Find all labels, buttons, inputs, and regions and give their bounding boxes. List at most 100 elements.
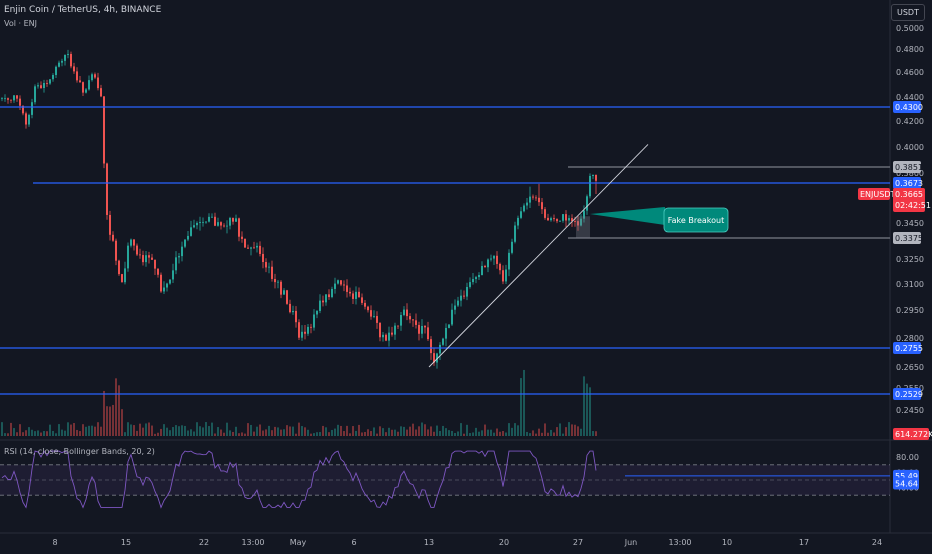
volume-bar: [424, 424, 426, 436]
currency-button[interactable]: USDT: [891, 4, 925, 21]
volume-bar: [256, 426, 258, 436]
volume-bar: [331, 429, 333, 436]
volume-bar: [145, 423, 147, 436]
volume-bar: [478, 431, 480, 436]
candle-body: [127, 245, 129, 269]
volume-bar: [151, 425, 153, 436]
time-tick-label: 13: [424, 538, 434, 547]
volume-bar: [547, 432, 549, 436]
volume-bar: [262, 430, 264, 436]
rsi-band-tag: 54.64: [895, 479, 918, 488]
price-tick-label: 0.3800: [896, 169, 924, 178]
volume-bar: [508, 423, 510, 436]
candle-body: [160, 274, 162, 292]
candle-body: [175, 257, 177, 271]
candle-body: [256, 245, 258, 248]
candle-body: [13, 95, 15, 101]
volume-bar: [244, 433, 246, 436]
volume-bar: [583, 376, 585, 436]
candle-body: [235, 218, 237, 222]
candle-body: [118, 260, 120, 275]
volume-bar: [361, 432, 363, 436]
candle-body: [547, 217, 549, 221]
time-tick-label: 6: [351, 538, 356, 547]
candle-body: [145, 255, 147, 263]
volume-bar: [157, 432, 159, 436]
volume-bar: [316, 432, 318, 436]
candle-body: [487, 259, 489, 268]
candle-body: [412, 319, 414, 321]
volume-bar: [172, 427, 174, 436]
volume-bar: [589, 387, 591, 436]
candle-body: [154, 259, 156, 269]
price-tick-label: 0.2950: [896, 306, 924, 315]
price-tick-label: 0.2450: [896, 406, 924, 415]
candle-body: [94, 74, 96, 78]
candle-body: [22, 105, 24, 114]
volume-bar: [490, 429, 492, 436]
candle-body: [355, 291, 357, 299]
volume-bar: [304, 427, 306, 436]
candle-body: [496, 255, 498, 264]
volume-bar: [1, 422, 3, 436]
candle-body: [49, 79, 51, 84]
candle-body: [343, 284, 345, 286]
volume-bar: [523, 369, 525, 436]
candle-body: [418, 324, 420, 334]
candle-body: [157, 268, 159, 275]
candle-body: [262, 253, 264, 263]
volume-bar: [184, 425, 186, 436]
volume-bar: [520, 378, 522, 436]
candle-body: [214, 216, 216, 226]
candle-body: [181, 246, 183, 257]
volume-bar: [505, 432, 507, 436]
volume-bar: [58, 424, 60, 436]
volume-bar: [298, 422, 300, 436]
volume-bar: [52, 430, 54, 436]
volume-bar: [286, 425, 288, 436]
volume-bar: [565, 427, 567, 436]
candle-body: [535, 197, 537, 199]
volume-bar: [232, 431, 234, 436]
candle-body: [37, 85, 39, 87]
candle-body: [121, 274, 123, 283]
volume-bar: [463, 433, 465, 436]
candle-body: [43, 83, 45, 89]
candle-body: [223, 225, 225, 227]
volume-bar: [136, 430, 138, 436]
candle-body: [337, 280, 339, 284]
volume-bar: [4, 433, 6, 436]
volume-bar: [310, 433, 312, 436]
volume-bar: [388, 427, 390, 436]
candle-body: [268, 266, 270, 268]
price-tick-label: 0.4000: [896, 143, 924, 152]
volume-bar: [481, 430, 483, 436]
candle-body: [484, 265, 486, 268]
candle-body: [229, 217, 231, 226]
candle-body: [97, 77, 99, 89]
last-price-tag-bg: [893, 188, 925, 212]
volume-bar: [211, 422, 213, 436]
volume-bar: [40, 432, 42, 436]
candle-body: [7, 98, 9, 100]
candle-body: [226, 225, 228, 227]
candle-body: [325, 294, 327, 303]
candle-body: [475, 277, 477, 280]
volume-bar: [397, 431, 399, 436]
volume-bar: [268, 425, 270, 436]
candle-body: [382, 334, 384, 338]
volume-bar: [517, 425, 519, 436]
candle-body: [466, 286, 468, 297]
candle-body: [310, 326, 312, 328]
candle-body: [457, 300, 459, 306]
candle-body: [103, 96, 105, 164]
symbol-tag-bg: [858, 188, 890, 200]
candle-body: [76, 71, 78, 81]
volume-bar: [202, 427, 204, 436]
candle-body: [469, 282, 471, 287]
candle-body: [220, 222, 222, 226]
volume-bar: [334, 428, 336, 436]
price-tick-label: 0.3450: [896, 219, 924, 228]
